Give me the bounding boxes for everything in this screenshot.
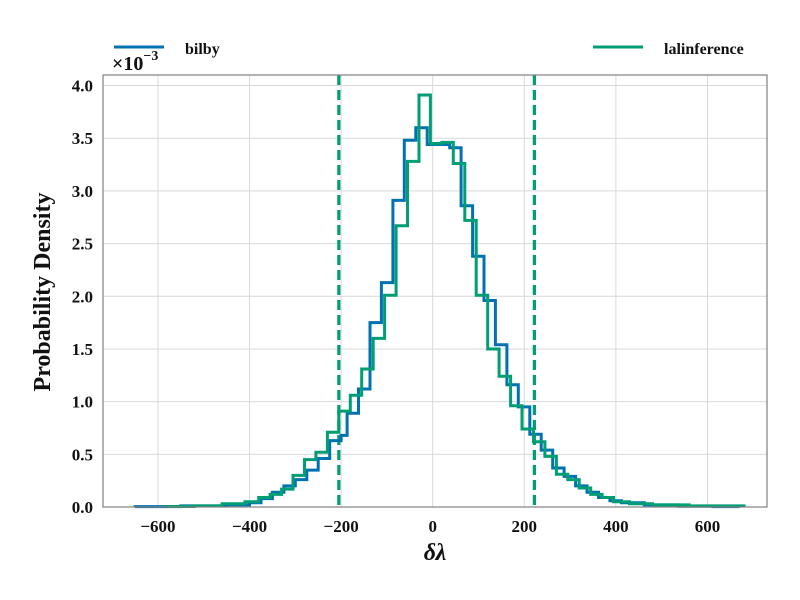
y-tick-label: 3.5 bbox=[72, 129, 93, 148]
histogram-series bbox=[133, 93, 746, 509]
x-tick-label: −200 bbox=[324, 517, 359, 536]
x-tick-label: 400 bbox=[603, 517, 629, 536]
y-axis-label: Probability Density bbox=[30, 193, 56, 392]
y-scale-exponent: −3 bbox=[143, 49, 158, 64]
legend-label-bilby: bilby bbox=[185, 41, 220, 58]
legend: bilby lalinference bbox=[114, 41, 744, 58]
y-tick-label: 3.0 bbox=[72, 182, 93, 201]
plot-frame bbox=[102, 74, 768, 508]
y-tick-label: 0.0 bbox=[72, 498, 93, 517]
y-tick-label: 0.5 bbox=[72, 445, 93, 464]
y-tick-label: 4.0 bbox=[72, 77, 93, 96]
y-scale-base: ×10 bbox=[112, 53, 143, 75]
histogram-lalinference bbox=[165, 93, 746, 508]
grid bbox=[103, 75, 767, 508]
y-scale-multiplier: ×10−3 bbox=[112, 49, 158, 75]
x-tick-label: −400 bbox=[232, 517, 267, 536]
y-axis-ticks: 0.0 0.5 1.0 1.5 2.0 2.5 3.0 3.5 4.0 bbox=[72, 77, 93, 517]
legend-label-lalinference: lalinference bbox=[664, 41, 744, 58]
credible-interval-lines bbox=[337, 75, 536, 507]
x-tick-label: 200 bbox=[512, 517, 538, 536]
y-tick-label: 2.0 bbox=[72, 287, 93, 306]
x-axis-ticks: −600 −400 −200 0 200 400 600 bbox=[140, 517, 720, 536]
x-tick-label: 600 bbox=[695, 517, 721, 536]
y-tick-label: 1.0 bbox=[72, 393, 93, 412]
y-tick-label: 1.5 bbox=[72, 340, 93, 359]
histogram-bilby bbox=[133, 126, 741, 509]
x-tick-label: −600 bbox=[140, 517, 175, 536]
x-axis-label: δλ bbox=[424, 540, 447, 566]
y-tick-label: 2.5 bbox=[72, 235, 93, 254]
x-tick-label: 0 bbox=[428, 517, 437, 536]
